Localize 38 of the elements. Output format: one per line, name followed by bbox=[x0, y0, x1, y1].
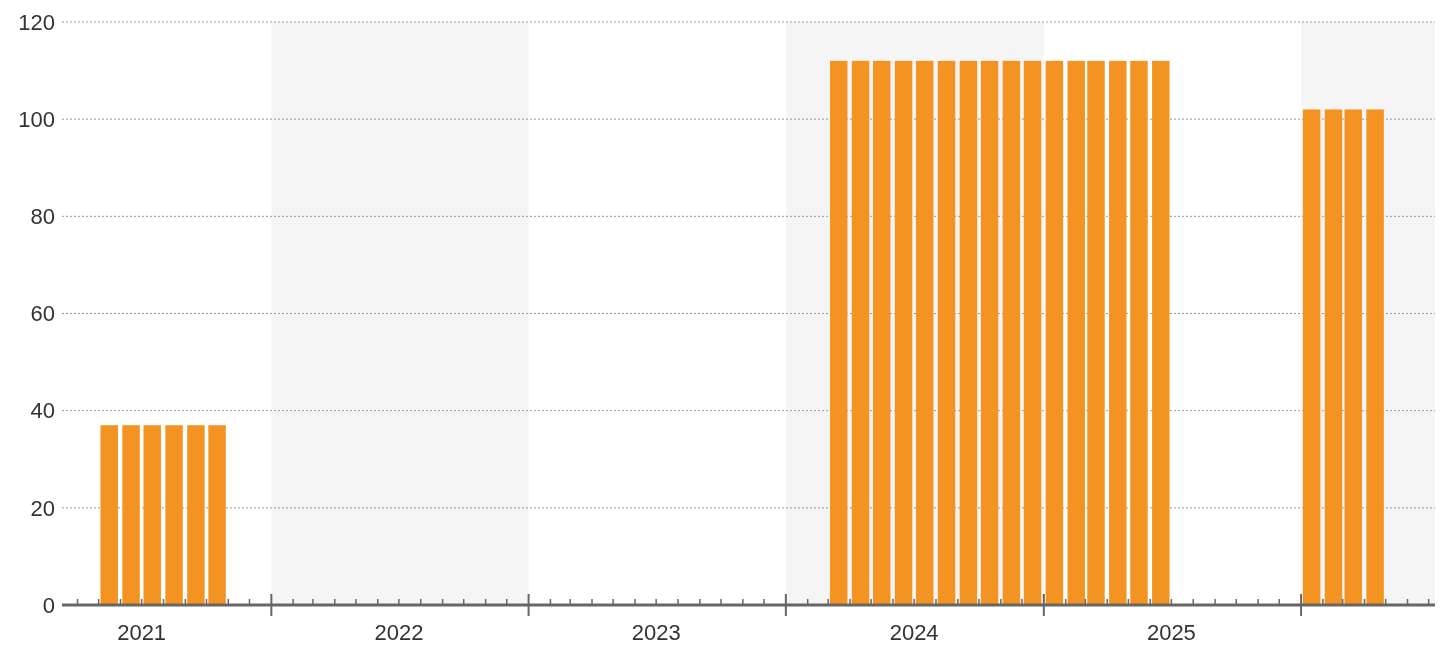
bar bbox=[1045, 60, 1064, 605]
x-tick-label: 2021 bbox=[117, 620, 167, 645]
y-tick-label: 80 bbox=[30, 204, 55, 230]
y-tick-label: 40 bbox=[30, 398, 55, 424]
bar bbox=[100, 425, 118, 605]
x-tick-label: 2022 bbox=[374, 620, 424, 645]
bar bbox=[959, 60, 978, 605]
bar bbox=[1344, 109, 1362, 605]
y-tick-label: 100 bbox=[18, 106, 55, 132]
y-tick-label: 0 bbox=[42, 592, 55, 618]
bar bbox=[980, 60, 999, 605]
bar bbox=[165, 425, 183, 605]
x-tick-label: 2023 bbox=[631, 620, 681, 645]
bar bbox=[829, 60, 848, 605]
bar bbox=[851, 60, 870, 605]
bar bbox=[1366, 109, 1384, 605]
bar bbox=[1023, 60, 1042, 605]
bar bbox=[1002, 60, 1021, 605]
bar bbox=[187, 425, 205, 605]
bar bbox=[1087, 60, 1105, 605]
bar bbox=[208, 425, 226, 605]
y-tick-label: 60 bbox=[30, 301, 55, 327]
bar bbox=[1130, 60, 1148, 605]
bar bbox=[915, 60, 934, 605]
bar bbox=[937, 60, 956, 605]
bar bbox=[1302, 109, 1321, 605]
y-tick-label: 120 bbox=[18, 9, 55, 35]
y-tick-label: 20 bbox=[30, 495, 55, 521]
bar bbox=[1067, 60, 1085, 605]
bar bbox=[1109, 60, 1127, 605]
x-tick-label: 2024 bbox=[889, 620, 939, 645]
bar bbox=[872, 60, 891, 605]
x-tick-label: 2025 bbox=[1146, 620, 1196, 645]
bar bbox=[1152, 60, 1170, 605]
bar bbox=[1324, 109, 1343, 605]
bar bbox=[143, 425, 161, 605]
bar bbox=[894, 60, 913, 605]
bar bbox=[122, 425, 140, 605]
